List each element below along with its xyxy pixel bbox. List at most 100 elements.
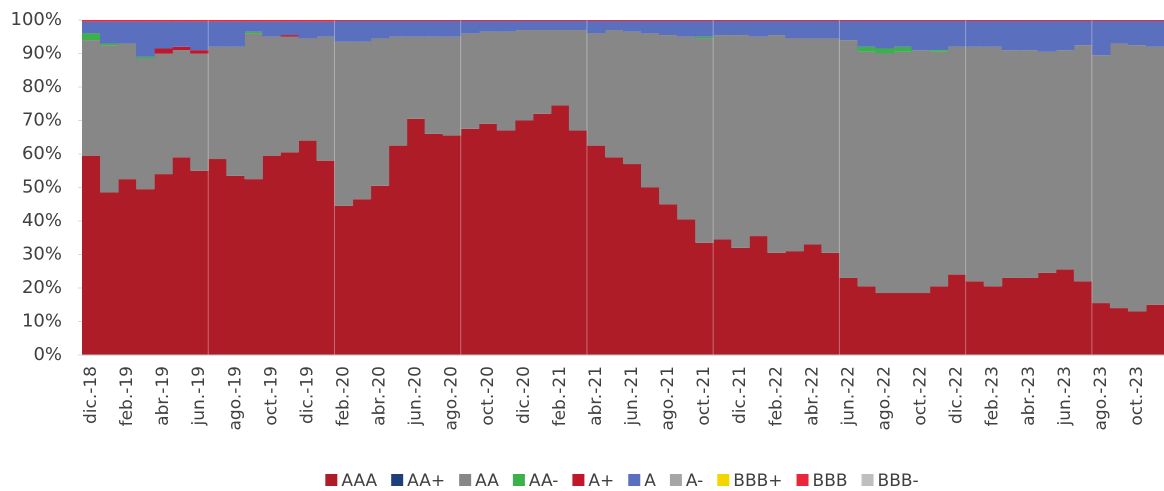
legend-swatch — [796, 474, 809, 486]
area-segment — [1091, 55, 1111, 304]
area-segment — [695, 36, 714, 39]
area-segment — [334, 41, 354, 206]
y-tick-label: 80% — [22, 76, 62, 97]
area-segment — [604, 20, 624, 22]
area-segment — [875, 20, 895, 22]
area-segment — [190, 20, 209, 22]
area-segment — [821, 38, 840, 253]
area-segment — [532, 20, 552, 22]
area-segment — [208, 20, 227, 22]
area-segment — [1109, 308, 1129, 355]
area-segment — [965, 281, 985, 355]
area-segment — [100, 21, 119, 44]
area-segment — [641, 33, 660, 188]
area-segment — [929, 50, 949, 52]
area-segment — [623, 20, 642, 22]
x-tick-label: ago.-21 — [658, 366, 678, 430]
area-segment — [496, 20, 516, 22]
area-segment — [172, 21, 191, 47]
legend-label: BBB — [813, 471, 848, 491]
area-segment — [172, 50, 191, 158]
y-tick-label: 50% — [22, 177, 62, 198]
area-segment — [1073, 45, 1093, 282]
area-segment — [1001, 20, 1021, 22]
area-segment — [749, 21, 768, 37]
area-segment — [677, 36, 696, 220]
area-segment — [100, 192, 119, 355]
area-segment — [713, 35, 732, 240]
area-segment — [352, 41, 372, 200]
area-segment — [1109, 43, 1129, 309]
x-tick-label: ago.-19 — [225, 366, 245, 430]
area-segment — [695, 38, 714, 243]
area-segment — [550, 30, 570, 106]
area-segment — [334, 205, 354, 355]
area-segment — [532, 21, 552, 31]
legend-swatch — [325, 474, 338, 486]
x-tick-label: feb.-20 — [333, 366, 353, 426]
area-segment — [226, 20, 245, 22]
area-segment — [244, 20, 263, 22]
area-segment — [1109, 21, 1129, 44]
area-segment — [659, 21, 678, 36]
legend-label: AA- — [529, 471, 559, 491]
legend-label: A- — [686, 471, 703, 491]
x-tick-label: feb.-22 — [766, 366, 786, 426]
area-segment — [893, 20, 913, 22]
area-segment — [316, 20, 336, 22]
area-segment — [1001, 277, 1021, 355]
legend-swatch — [459, 474, 472, 486]
area-segment — [154, 48, 173, 54]
area-segment — [172, 46, 191, 51]
area-segment — [586, 20, 606, 22]
area-segment — [821, 21, 840, 39]
area-segment — [442, 36, 462, 136]
area-segment — [280, 21, 299, 36]
area-segment — [911, 50, 931, 294]
area-segment — [1055, 50, 1075, 270]
area-segment — [136, 56, 155, 59]
area-segment — [100, 43, 119, 46]
area-segment — [82, 20, 101, 22]
area-segment — [514, 30, 534, 121]
legend-label: BBB- — [878, 471, 919, 491]
area-segment — [875, 48, 895, 54]
area-segment — [947, 274, 967, 355]
area-segment — [1055, 20, 1075, 22]
area-segment — [1019, 50, 1039, 278]
legend-swatch — [861, 474, 874, 486]
x-tick-label: abr.-23 — [1019, 366, 1039, 426]
area-segment — [460, 21, 480, 34]
area-segment — [118, 179, 137, 355]
legend-swatch — [628, 474, 641, 486]
area-segment — [514, 120, 534, 355]
area-segment — [983, 286, 1003, 355]
area-segment — [244, 31, 263, 34]
x-tick-label: ago.-22 — [874, 366, 894, 430]
area-segment — [82, 40, 101, 156]
area-segment — [695, 21, 714, 37]
area-segment — [731, 247, 750, 355]
area-segment — [550, 105, 570, 355]
area-segment — [857, 21, 877, 47]
area-segment — [893, 293, 913, 355]
area-segment — [298, 21, 318, 39]
area-segment — [370, 21, 390, 39]
area-segment — [983, 21, 1003, 47]
x-tick-label: dic.-21 — [730, 366, 750, 424]
area-segment — [262, 155, 281, 355]
area-segment — [713, 20, 732, 22]
area-segment — [1055, 21, 1075, 51]
area-segment — [731, 21, 750, 36]
area-segment — [550, 21, 570, 31]
area-segment — [839, 20, 859, 22]
legend-swatch — [572, 474, 585, 486]
area-segment — [424, 36, 444, 134]
area-segment — [244, 33, 263, 180]
area-segment — [965, 46, 985, 282]
area-segment — [623, 164, 642, 355]
area-segment — [316, 36, 336, 161]
area-segment — [568, 130, 588, 355]
x-tick-label: dic.-22 — [947, 366, 967, 424]
y-tick-label: 20% — [22, 277, 62, 298]
